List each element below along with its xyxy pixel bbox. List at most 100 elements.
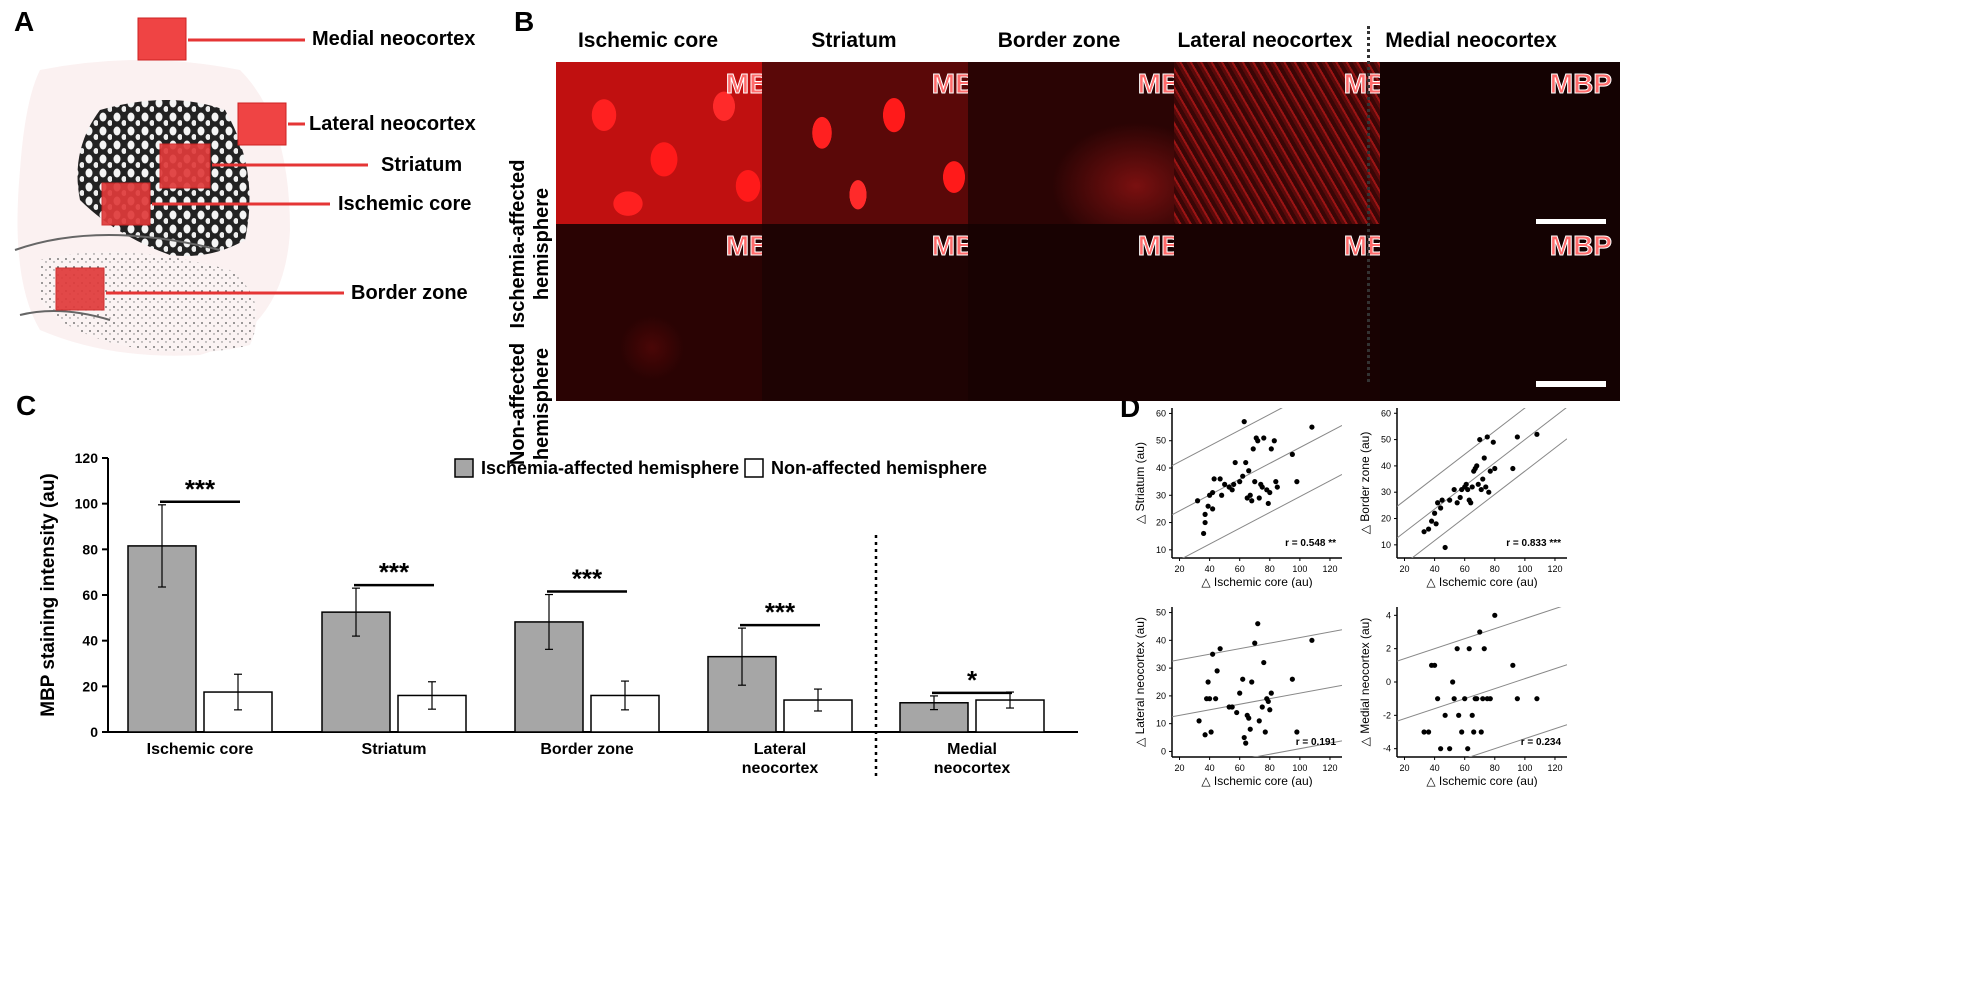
data-point [1490, 439, 1496, 445]
col-title-striatum: Striatum [811, 29, 897, 52]
fit-lines [1172, 629, 1342, 757]
data-point [1261, 435, 1267, 441]
x-tick-label: 40 [1205, 763, 1215, 773]
panel-letter-c: C [16, 390, 37, 421]
scale-bar [1536, 219, 1606, 225]
data-point [1210, 489, 1216, 496]
data-point [1202, 732, 1208, 738]
y-axis-label: △ Striatum (au) [1133, 442, 1147, 524]
y-tick-label: 0 [1161, 746, 1166, 756]
data-point [1213, 696, 1219, 702]
data-point [1237, 479, 1243, 485]
x-tick-label: 120 [1322, 763, 1337, 773]
x-tick-label: 80 [1265, 763, 1275, 773]
x-tick-label: 120 [1322, 564, 1337, 574]
col-title-border-zone: Border zone [997, 29, 1121, 52]
x-tick-label: 80 [1490, 564, 1500, 574]
confidence-line [1397, 408, 1526, 507]
y-tick-label: 0 [90, 724, 98, 740]
confidence-line [1182, 474, 1342, 558]
y-tick-label: 10 [1156, 719, 1166, 729]
x-tick-label: 40 [1205, 564, 1215, 574]
x-axis-label: △ Ischemic core (au) [1426, 575, 1537, 588]
data-point [1421, 729, 1427, 735]
x-tick-label: 20 [1400, 564, 1410, 574]
data-point [1477, 436, 1483, 443]
data-point [1447, 746, 1453, 752]
micrograph-ischemia-ischemic-core: MBP [556, 62, 796, 239]
data-point [1241, 734, 1247, 741]
y-tick-label: 20 [1156, 691, 1166, 701]
data-point [1246, 468, 1252, 474]
category-label: Medial [947, 741, 997, 758]
data-point [1425, 526, 1432, 532]
category-label: neocortex [742, 760, 819, 777]
data-point [1474, 696, 1480, 702]
data-point [1478, 486, 1484, 493]
data-point [1309, 424, 1315, 430]
data-point [1492, 465, 1498, 472]
col-title-lateral-neocortex: Lateral neocortex [1177, 29, 1353, 52]
data-point [1463, 481, 1469, 487]
confidence-line [1172, 629, 1342, 662]
panel-letter-a: A [14, 6, 35, 37]
data-point [1469, 712, 1475, 718]
x-tick-label: 40 [1430, 564, 1440, 574]
data-point [1232, 459, 1238, 466]
micrograph-non-affected-border-zone: MBP [968, 224, 1208, 401]
significance-label: *** [379, 557, 410, 587]
x-tick-label: 120 [1547, 763, 1562, 773]
x-tick-label: 80 [1265, 564, 1275, 574]
y-tick-label: 30 [1381, 487, 1391, 497]
category-label: Lateral [754, 741, 806, 758]
data-point [1484, 434, 1490, 440]
y-tick-label: 40 [1156, 463, 1166, 473]
legend-label: Non-affected hemisphere [771, 458, 987, 478]
data-point [1471, 729, 1477, 735]
y-tick-label: 60 [82, 587, 98, 603]
data-point [1237, 690, 1243, 696]
data-point [1273, 479, 1279, 485]
panel-a-brain-diagram [14, 17, 368, 356]
mbp-label: MBP [1549, 230, 1612, 262]
significance-label: * [967, 665, 978, 695]
data-point [1534, 431, 1540, 437]
data-point [1240, 676, 1246, 682]
data-point [1256, 495, 1262, 501]
legend-swatch [454, 458, 474, 478]
data-point [1442, 712, 1448, 718]
y-tick-label: 4 [1386, 610, 1391, 620]
panel-d-scatter-striatum: 20 40 60 80 100 120 10 20 30 40 50 60 r = 0.548 ** △ … [1133, 408, 1342, 588]
data-point [1267, 707, 1273, 713]
data-point [1289, 451, 1295, 457]
significance-label: *** [765, 597, 796, 627]
data-point [1480, 696, 1486, 702]
panel-d-scatter-lateral-neocortex: 20 40 60 80 100 120 0 10 20 30 40 50 r = 0.191 △ Isch… [1133, 607, 1342, 787]
r-value-label: r = 0.548 ** [1285, 538, 1336, 549]
data-point [1219, 492, 1225, 498]
label-striatum: Striatum [381, 154, 463, 176]
regression-line [1172, 684, 1342, 718]
y-tick-label: 2 [1386, 644, 1391, 654]
significance-label: *** [572, 564, 603, 594]
x-axis-label: △ Ischemic core (au) [1201, 774, 1312, 787]
y-tick-label: 50 [1381, 435, 1391, 445]
data-point [1483, 484, 1489, 490]
data-point [1274, 484, 1280, 490]
data-point [1200, 530, 1207, 537]
y-tick-label: 10 [1156, 545, 1166, 555]
category-label: Ischemic core [147, 741, 254, 758]
data-point [1268, 446, 1274, 452]
col-title-medial-neocortex: Medial neocortex [1385, 29, 1557, 52]
panel-letter-b: B [514, 6, 535, 37]
data-point [1214, 668, 1220, 674]
data-point [1450, 679, 1456, 685]
confidence-line [1251, 740, 1342, 757]
y-tick-label: 50 [1156, 436, 1166, 446]
data-point [1477, 629, 1483, 635]
data-point [1492, 612, 1498, 618]
y-tick-label: 20 [1156, 518, 1166, 528]
data-point [1466, 646, 1472, 652]
data-point [1243, 459, 1249, 466]
data-point [1261, 659, 1267, 666]
